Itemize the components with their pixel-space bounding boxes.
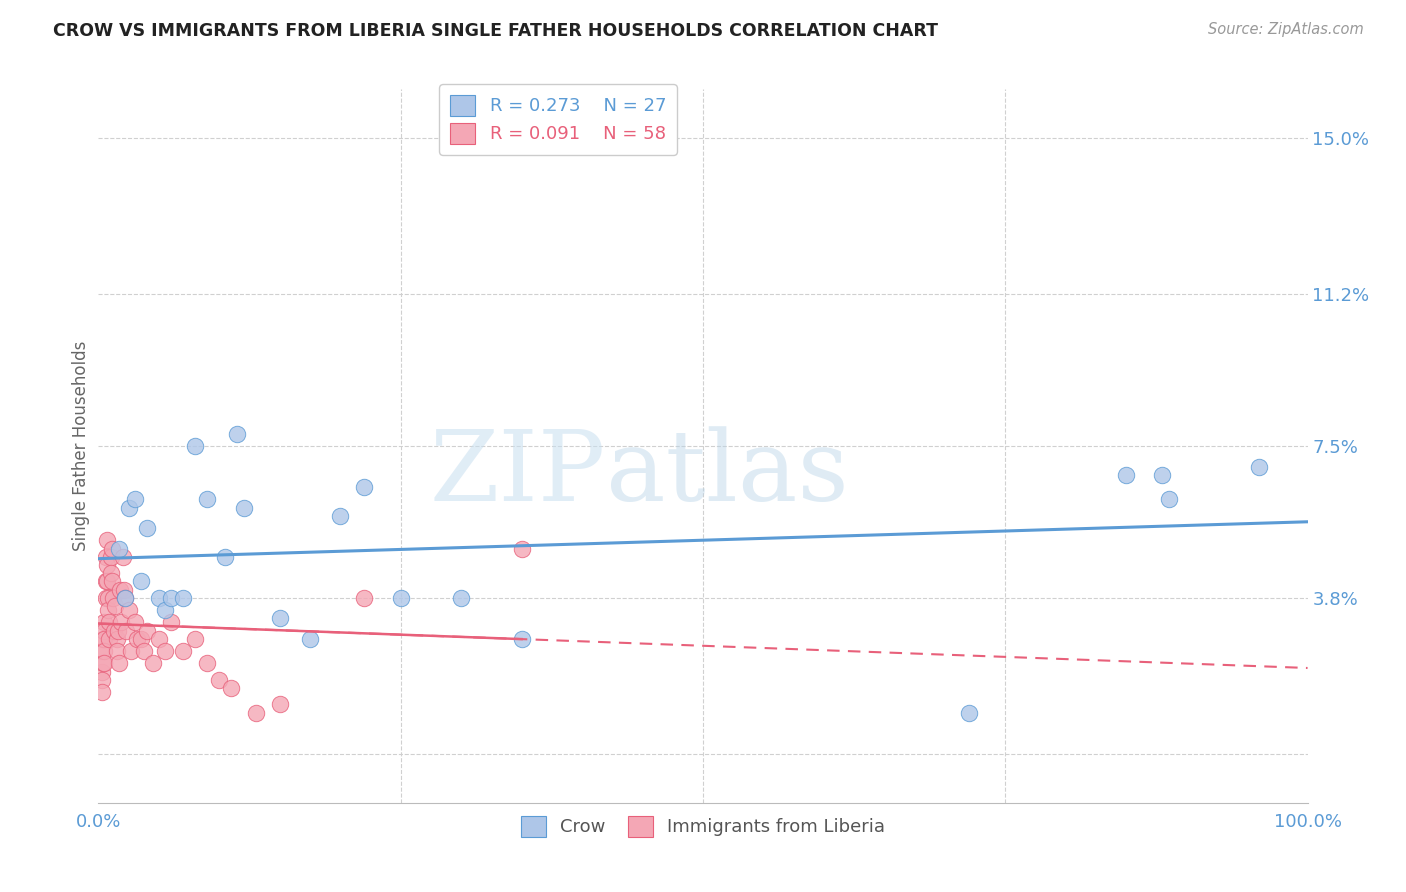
Point [172,591,194,605]
Point [134,644,156,658]
Point [91,657,114,671]
Point [148,632,170,646]
Point [100,566,122,581]
Point [153,603,176,617]
Point [160,615,183,630]
Point [97,591,120,605]
Point [93,644,115,658]
Point [114,591,136,605]
Point [172,644,194,658]
Point [129,632,152,646]
Point [148,591,170,605]
Point [124,615,146,630]
Point [93,624,115,638]
Point [93,632,115,646]
Point [957,706,980,720]
Point [184,439,207,453]
Point [91,632,114,646]
Point [1152,467,1174,482]
Point [269,698,291,712]
Point [214,549,236,564]
Point [245,706,267,720]
Point [135,624,157,638]
Point [389,591,412,605]
Point [450,591,472,605]
Point [510,632,533,646]
Point [118,500,141,515]
Point [115,624,138,638]
Y-axis label: Single Father Households: Single Father Households [72,341,90,551]
Point [118,603,141,617]
Point [124,492,146,507]
Point [221,681,243,695]
Point [91,665,114,679]
Point [153,644,176,658]
Point [94,549,117,564]
Point [208,673,231,687]
Point [107,624,129,638]
Point [120,644,142,658]
Point [195,492,218,507]
Text: Source: ZipAtlas.com: Source: ZipAtlas.com [1208,22,1364,37]
Point [90,644,112,658]
Point [100,549,122,564]
Point [108,657,131,671]
Point [1249,459,1271,474]
Point [94,591,117,605]
Text: atlas: atlas [606,426,849,523]
Point [111,549,134,564]
Point [353,591,375,605]
Point [226,426,249,441]
Point [195,657,218,671]
Point [112,582,135,597]
Point [108,582,131,597]
Text: ZIP: ZIP [430,426,606,523]
Point [160,591,183,605]
Point [93,657,115,671]
Point [269,611,291,625]
Point [103,624,125,638]
Point [91,673,114,687]
Point [91,685,114,699]
Point [100,574,122,589]
Point [96,558,118,572]
Point [108,541,131,556]
Point [98,615,121,630]
Legend: Crow, Immigrants from Liberia: Crow, Immigrants from Liberia [513,808,893,844]
Point [97,603,120,617]
Point [94,574,117,589]
Point [96,574,118,589]
Point [510,541,533,556]
Point [110,615,132,630]
Point [232,500,254,515]
Point [135,521,157,535]
Text: CROW VS IMMIGRANTS FROM LIBERIA SINGLE FATHER HOUSEHOLDS CORRELATION CHART: CROW VS IMMIGRANTS FROM LIBERIA SINGLE F… [53,22,938,40]
Point [105,644,128,658]
Point [142,657,165,671]
Point [93,615,115,630]
Point [127,632,149,646]
Point [96,533,118,548]
Point [299,632,322,646]
Point [184,632,207,646]
Point [104,599,127,613]
Point [1157,492,1180,507]
Point [100,541,122,556]
Point [129,574,152,589]
Point [105,632,128,646]
Point [353,480,375,494]
Point [1115,467,1137,482]
Point [114,591,136,605]
Point [101,591,124,605]
Point [329,508,352,523]
Point [98,632,121,646]
